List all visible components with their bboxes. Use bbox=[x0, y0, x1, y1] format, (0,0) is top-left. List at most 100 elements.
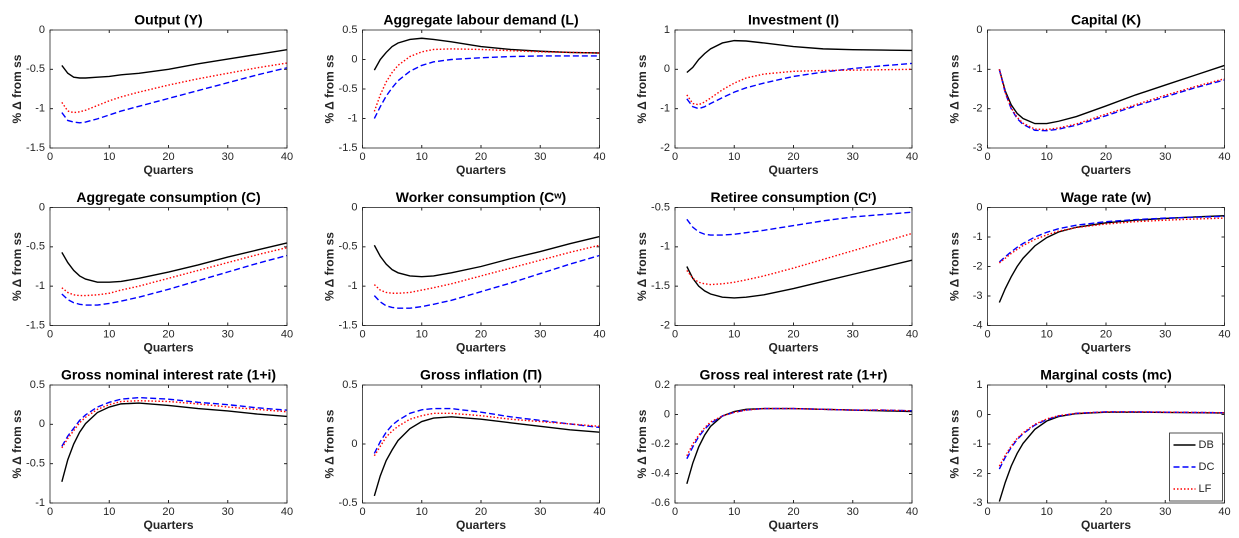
x-tick-label: 40 bbox=[281, 328, 293, 340]
y-axis-label: % Δ from ss bbox=[948, 54, 962, 123]
y-tick-label: -2 bbox=[973, 103, 983, 115]
chart-title: Output (Y) bbox=[134, 12, 202, 28]
series-line bbox=[373, 48, 600, 112]
y-axis-label: % Δ from ss bbox=[948, 409, 962, 478]
y-tick-label: -2 bbox=[660, 142, 670, 154]
series-line bbox=[998, 64, 1225, 125]
x-axis-label: Quarters bbox=[456, 163, 506, 177]
axes-box bbox=[362, 384, 600, 504]
y-tick-label: -1 bbox=[35, 280, 45, 292]
x-axis-label: Quarters bbox=[143, 341, 193, 355]
y-tick-label: -0.5 bbox=[339, 83, 358, 95]
x-tick-label: 0 bbox=[47, 506, 53, 518]
x-tick-label: 30 bbox=[847, 328, 859, 340]
x-tick-label: 20 bbox=[1100, 328, 1112, 340]
axes-box bbox=[362, 207, 600, 326]
x-tick-label: 0 bbox=[672, 151, 678, 163]
y-tick-label: -1.5 bbox=[26, 319, 45, 331]
y-tick-label: -0.5 bbox=[26, 458, 45, 470]
x-axis-label: Quarters bbox=[143, 163, 193, 177]
series-line bbox=[61, 242, 288, 283]
legend-label: LF bbox=[1199, 483, 1212, 495]
y-tick-label: -1 bbox=[973, 63, 983, 75]
series-line bbox=[373, 244, 600, 294]
y-tick-label: -1.5 bbox=[26, 142, 45, 154]
y-tick-label: 0.5 bbox=[342, 24, 357, 36]
series-line bbox=[998, 69, 1225, 132]
y-tick-label: -4 bbox=[973, 319, 983, 331]
y-tick-label: -1 bbox=[973, 231, 983, 243]
x-axis-label: Quarters bbox=[143, 518, 193, 532]
y-axis-label: % Δ from ss bbox=[323, 232, 337, 301]
y-tick-label: -0.5 bbox=[26, 63, 45, 75]
series-line bbox=[61, 396, 288, 447]
x-tick-label: 30 bbox=[222, 328, 234, 340]
axes-box bbox=[362, 29, 600, 149]
y-tick-label: -1.5 bbox=[339, 142, 358, 154]
axes-background bbox=[362, 385, 600, 503]
x-tick-label: 10 bbox=[1041, 506, 1053, 518]
series-line bbox=[998, 215, 1225, 263]
x-axis-label: Quarters bbox=[1081, 163, 1131, 177]
x-tick-label: 40 bbox=[906, 328, 918, 340]
axes-box bbox=[674, 384, 913, 504]
x-tick-label: 0 bbox=[359, 151, 365, 163]
x-tick-label: 30 bbox=[1159, 506, 1171, 518]
x-tick-label: 20 bbox=[787, 328, 799, 340]
y-tick-label: -0.5 bbox=[26, 241, 45, 253]
x-tick-label: 40 bbox=[593, 506, 605, 518]
x-tick-label: 0 bbox=[672, 328, 678, 340]
legend-label: DB bbox=[1199, 439, 1214, 451]
x-tick-label: 10 bbox=[728, 506, 740, 518]
y-tick-label: -0.5 bbox=[339, 241, 358, 253]
x-axis-label: Quarters bbox=[1081, 518, 1131, 532]
y-tick-label: -3 bbox=[973, 290, 983, 302]
y-axis-label: % Δ from ss bbox=[10, 409, 24, 478]
x-tick-label: 20 bbox=[162, 506, 174, 518]
x-tick-label: 20 bbox=[787, 151, 799, 163]
axes-background bbox=[987, 30, 1225, 148]
y-tick-label: -0.5 bbox=[339, 497, 358, 509]
series-line bbox=[686, 407, 913, 460]
y-tick-label: -2 bbox=[660, 319, 670, 331]
y-tick-label: 0.5 bbox=[342, 379, 357, 391]
series-line bbox=[373, 416, 600, 497]
chart-title: Marginal costs (mc) bbox=[1040, 367, 1171, 383]
series-line bbox=[373, 254, 600, 309]
x-tick-label: 30 bbox=[534, 151, 546, 163]
x-tick-label: 10 bbox=[103, 506, 115, 518]
x-tick-label: 0 bbox=[47, 151, 53, 163]
y-tick-label: 0.2 bbox=[655, 379, 670, 391]
x-tick-label: 10 bbox=[103, 151, 115, 163]
x-tick-label: 10 bbox=[1041, 328, 1053, 340]
y-axis-label: % Δ from ss bbox=[635, 232, 649, 301]
axes-box bbox=[987, 207, 1225, 326]
x-axis-label: Quarters bbox=[768, 518, 818, 532]
chart-title: Gross real interest rate (1+r) bbox=[700, 367, 888, 383]
y-tick-label: -3 bbox=[973, 497, 983, 509]
axes-background bbox=[362, 30, 600, 148]
x-tick-label: 40 bbox=[281, 151, 293, 163]
x-tick-label: 30 bbox=[534, 506, 546, 518]
series-line bbox=[686, 39, 913, 74]
y-tick-label: -0.4 bbox=[651, 467, 670, 479]
y-tick-label: 0 bbox=[351, 53, 357, 65]
axes-background bbox=[675, 385, 912, 503]
y-tick-label: -0.6 bbox=[651, 497, 670, 509]
x-tick-label: 10 bbox=[416, 151, 428, 163]
axes-box bbox=[49, 207, 288, 326]
x-tick-label: 0 bbox=[984, 328, 990, 340]
series-line bbox=[686, 68, 913, 106]
series-line bbox=[686, 259, 913, 299]
axes-background bbox=[50, 385, 287, 503]
y-tick-label: 0 bbox=[976, 201, 982, 213]
x-tick-label: 10 bbox=[416, 328, 428, 340]
y-tick-label: -0.2 bbox=[651, 438, 670, 450]
x-tick-label: 20 bbox=[162, 328, 174, 340]
series-line bbox=[61, 67, 288, 124]
y-tick-label: 0 bbox=[39, 201, 45, 213]
x-tick-label: 40 bbox=[1218, 328, 1230, 340]
series-line bbox=[373, 235, 600, 278]
y-tick-label: -1.5 bbox=[651, 280, 670, 292]
chart-title: Worker consumption (Cʷ) bbox=[396, 189, 566, 205]
